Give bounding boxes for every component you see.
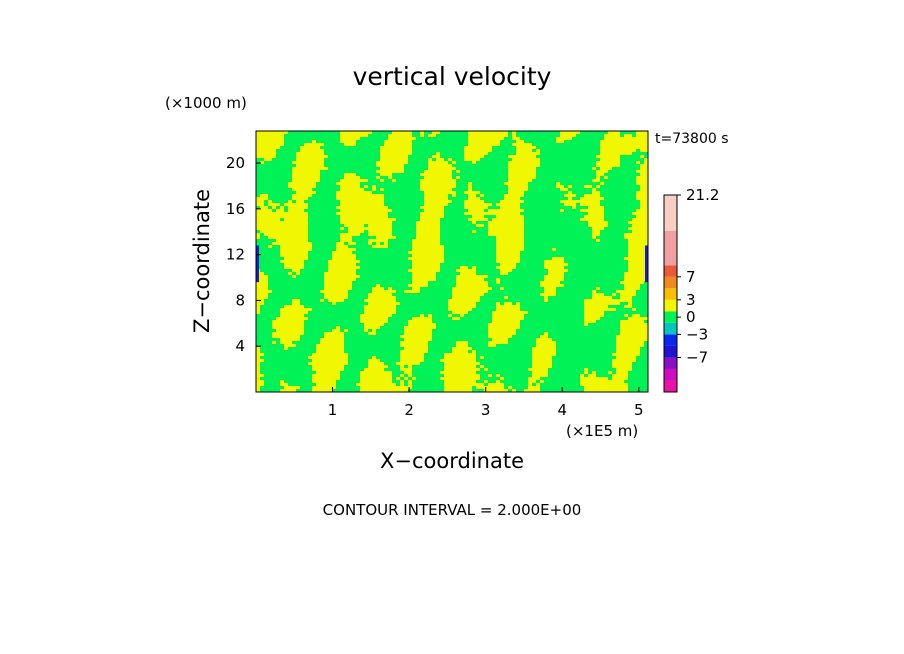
colorbar: 21.2 7 30−3 −7 [663,186,719,393]
y-tick-label: 4 [235,337,245,355]
negative-velocity-edge-right [645,245,648,283]
colorbar-band [664,334,677,346]
colorbar-band [664,357,677,369]
y-tick-label: 20 [226,154,245,172]
colorbar-band [664,311,677,323]
negative-velocity-edge-left [256,245,259,283]
colorbar-frame [663,194,678,393]
colorbar-band [664,299,677,312]
velocity-field [256,131,648,392]
y-axis-label: Z−coordinate [190,189,214,333]
colorbar-band [664,288,677,300]
colorbar-band [664,322,677,335]
x-tick-label: 5 [634,401,644,419]
x-tick-label: 2 [404,401,414,419]
colorbar-band [664,380,677,392]
colorbar-tick-label: 21.2 [686,186,719,204]
y-tick-label: 8 [235,291,245,309]
colorbar-tick-label: −3 [686,325,708,343]
x-tick-label: 4 [557,401,567,419]
chart-title: vertical velocity [353,62,552,91]
plot-area [255,130,649,393]
colorbar-band [664,195,677,231]
time-label: t=73800 s [655,131,729,147]
y-unit-label: (×1000 m) [165,94,247,112]
colorbar-band [664,368,677,381]
colorbar-band [664,265,677,277]
plot-frame [255,130,649,393]
y-axis-ticks: 4 8 12 16 20 [226,154,261,355]
positive-velocity-region [256,131,648,392]
x-unit-label: (×1E5 m) [566,422,638,440]
contour-interval-label: CONTOUR INTERVAL = 2.000E+00 [323,501,582,519]
colorbar-tick-label: −7 [686,348,708,366]
x-tick-label: 1 [328,401,338,419]
x-axis-label: X−coordinate [380,449,524,473]
x-axis-ticks: 1 2 3 4 5 [328,387,644,419]
colorbar-band [664,345,677,358]
colorbar-band [664,230,677,266]
colorbar-tick-label: 0 [686,308,696,326]
colorbar-tick-label: 7 [686,268,696,286]
x-tick-label: 3 [481,401,491,419]
colorbar-tick-label: 3 [686,291,696,309]
y-tick-label: 16 [226,200,245,218]
y-tick-label: 12 [226,246,245,264]
colorbar-band [664,276,677,289]
